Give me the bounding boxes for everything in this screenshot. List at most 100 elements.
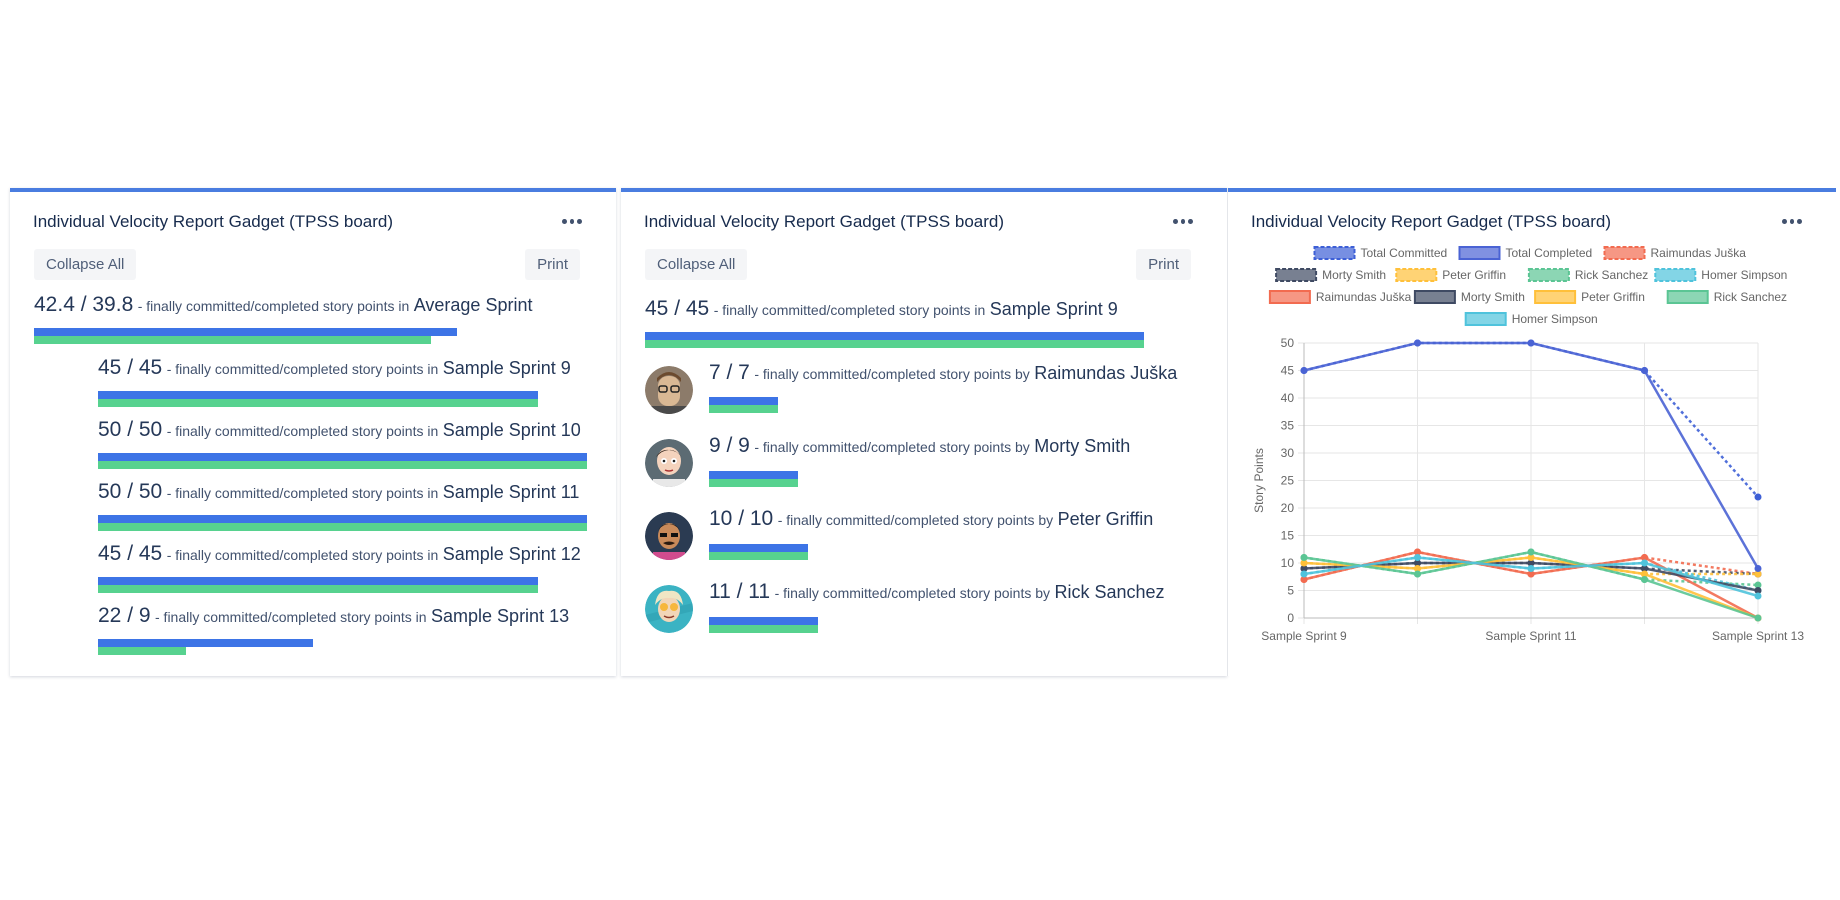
data-point [1641,367,1648,374]
legend-label: Morty Smith [1322,268,1386,282]
data-point [1527,565,1535,572]
person-name: Peter Griffin [1057,509,1154,529]
collapse-all-button[interactable]: Collapse All [645,249,748,280]
sprint-name: Sample Sprint 12 [442,544,581,564]
person-completed-bar [709,552,808,560]
data-point [1641,554,1648,561]
x-tick-label: Sample Sprint 11 [1485,629,1576,643]
data-point [1414,565,1421,572]
more-options-icon[interactable] [1782,216,1803,226]
velocity-gadget-sprints: Individual Velocity Report Gadget (TPSS … [10,188,616,676]
data-point [1300,367,1308,374]
sprint-text: - finally committed/completed story poin… [155,609,427,625]
person-row-morty[interactable]: 9 / 9 - finally committed/completed stor… [709,434,1130,458]
y-tick-label: 45 [1281,364,1295,378]
person-text: - finally committed/completed story poin… [754,366,1030,382]
person-row-rick[interactable]: 11 / 11 - finally committed/completed st… [709,580,1165,604]
data-point [1754,570,1762,578]
person-text: - finally committed/completed story poin… [774,585,1051,601]
legend-label: Peter Griffin [1442,268,1506,282]
data-point [1300,559,1308,567]
sprint-completed-bar [98,585,538,593]
data-point [1300,554,1308,561]
legend-swatch [1603,246,1646,260]
data-point [1527,554,1535,561]
data-point [1527,570,1535,578]
collapse-all-button[interactable]: Collapse All [34,249,137,280]
y-tick-label: 40 [1281,391,1295,405]
person-committed-bar [709,544,808,552]
sprint-completed-bar [98,523,587,531]
more-options-icon[interactable] [1173,216,1194,226]
data-point [1754,614,1762,622]
summary-row[interactable]: 45 / 45 - finally committed/completed st… [645,297,1118,321]
print-button[interactable]: Print [525,249,580,280]
sprint-name: Sample Sprint 11 [442,482,580,502]
summary-row[interactable]: 42.4 / 39.8 - finally committed/complete… [34,293,532,317]
sprint-row[interactable]: 45 / 45 - finally committed/completed st… [98,356,571,380]
avatar-rick [645,585,693,633]
sprint-row[interactable]: 50 / 50 - finally committed/completed st… [98,480,579,504]
sprint-committed-bar [98,391,538,399]
legend-swatch [1527,268,1570,282]
legend-label: Total Committed [1361,246,1448,260]
summary-committed-bar [34,328,457,336]
data-point [1414,554,1421,561]
sprint-value: 45 / 45 [98,356,163,379]
sprint-value: 50 / 50 [98,418,163,441]
legend-swatch [1268,290,1311,304]
data-point [1641,565,1648,572]
person-text: - finally committed/completed story poin… [754,439,1030,455]
data-point [1414,570,1421,578]
gadget-title: Individual Velocity Report Gadget (TPSS … [1251,212,1612,231]
legend-swatch [1313,246,1356,260]
y-tick-label: 15 [1281,529,1295,543]
person-committed-bar [709,397,778,405]
summary-committed-bar [645,332,1144,340]
summary-sprint-name: Average Sprint [413,295,533,315]
sprint-text: - finally committed/completed story poin… [166,485,439,501]
avatar-morty [645,439,693,487]
sprint-name: Sample Sprint 10 [442,420,581,440]
gadget-title: Individual Velocity Report Gadget (TPSS … [644,212,1005,231]
legend-swatch [1395,268,1438,282]
data-point [1527,559,1535,567]
y-tick-label: 10 [1281,556,1295,570]
person-value: 11 / 11 [709,580,771,603]
data-point [1754,592,1762,600]
legend-swatch [1666,290,1709,304]
person-value: 9 / 9 [709,434,750,457]
sprint-value: 22 / 9 [98,604,151,627]
data-point [1414,559,1421,567]
legend-swatch [1275,268,1318,282]
y-tick-label: 5 [1287,584,1294,598]
person-completed-bar [709,479,798,487]
legend-swatch [1458,246,1501,260]
data-point [1641,576,1648,583]
person-name: Raimundas Juška [1034,363,1178,383]
person-completed-bar [709,625,818,633]
sprint-row[interactable]: 45 / 45 - finally committed/completed st… [98,542,581,566]
legend-label: Raimundas Juška [1651,246,1747,260]
legend-label: Homer Simpson [1512,312,1598,326]
data-point [1641,570,1648,578]
summary-value: 45 / 45 [645,297,710,320]
sprint-committed-bar [98,515,587,523]
sprint-completed-bar [98,399,538,407]
more-options-icon[interactable] [562,216,583,226]
sprint-name: Sample Sprint 13 [431,606,570,626]
summary-completed-bar [34,336,431,344]
person-row-peter[interactable]: 10 / 10 - finally committed/completed st… [709,507,1153,531]
sprint-row[interactable]: 50 / 50 - finally committed/completed st… [98,418,581,442]
summary-text: - finally committed/completed story poin… [713,302,986,318]
y-tick-label: 20 [1281,501,1295,515]
legend-swatch [1464,312,1507,326]
print-button[interactable]: Print [1136,249,1191,280]
sprint-committed-bar [98,453,587,461]
sprint-completed-bar [98,647,186,655]
sprint-row[interactable]: 22 / 9 - finally committed/completed sto… [98,604,569,628]
y-axis-label: Story Points [1252,448,1266,513]
summary-value: 42.4 / 39.8 [34,293,134,316]
person-row-raimundas[interactable]: 7 / 7 - finally committed/completed stor… [709,361,1177,385]
y-tick-label: 35 [1281,419,1295,433]
